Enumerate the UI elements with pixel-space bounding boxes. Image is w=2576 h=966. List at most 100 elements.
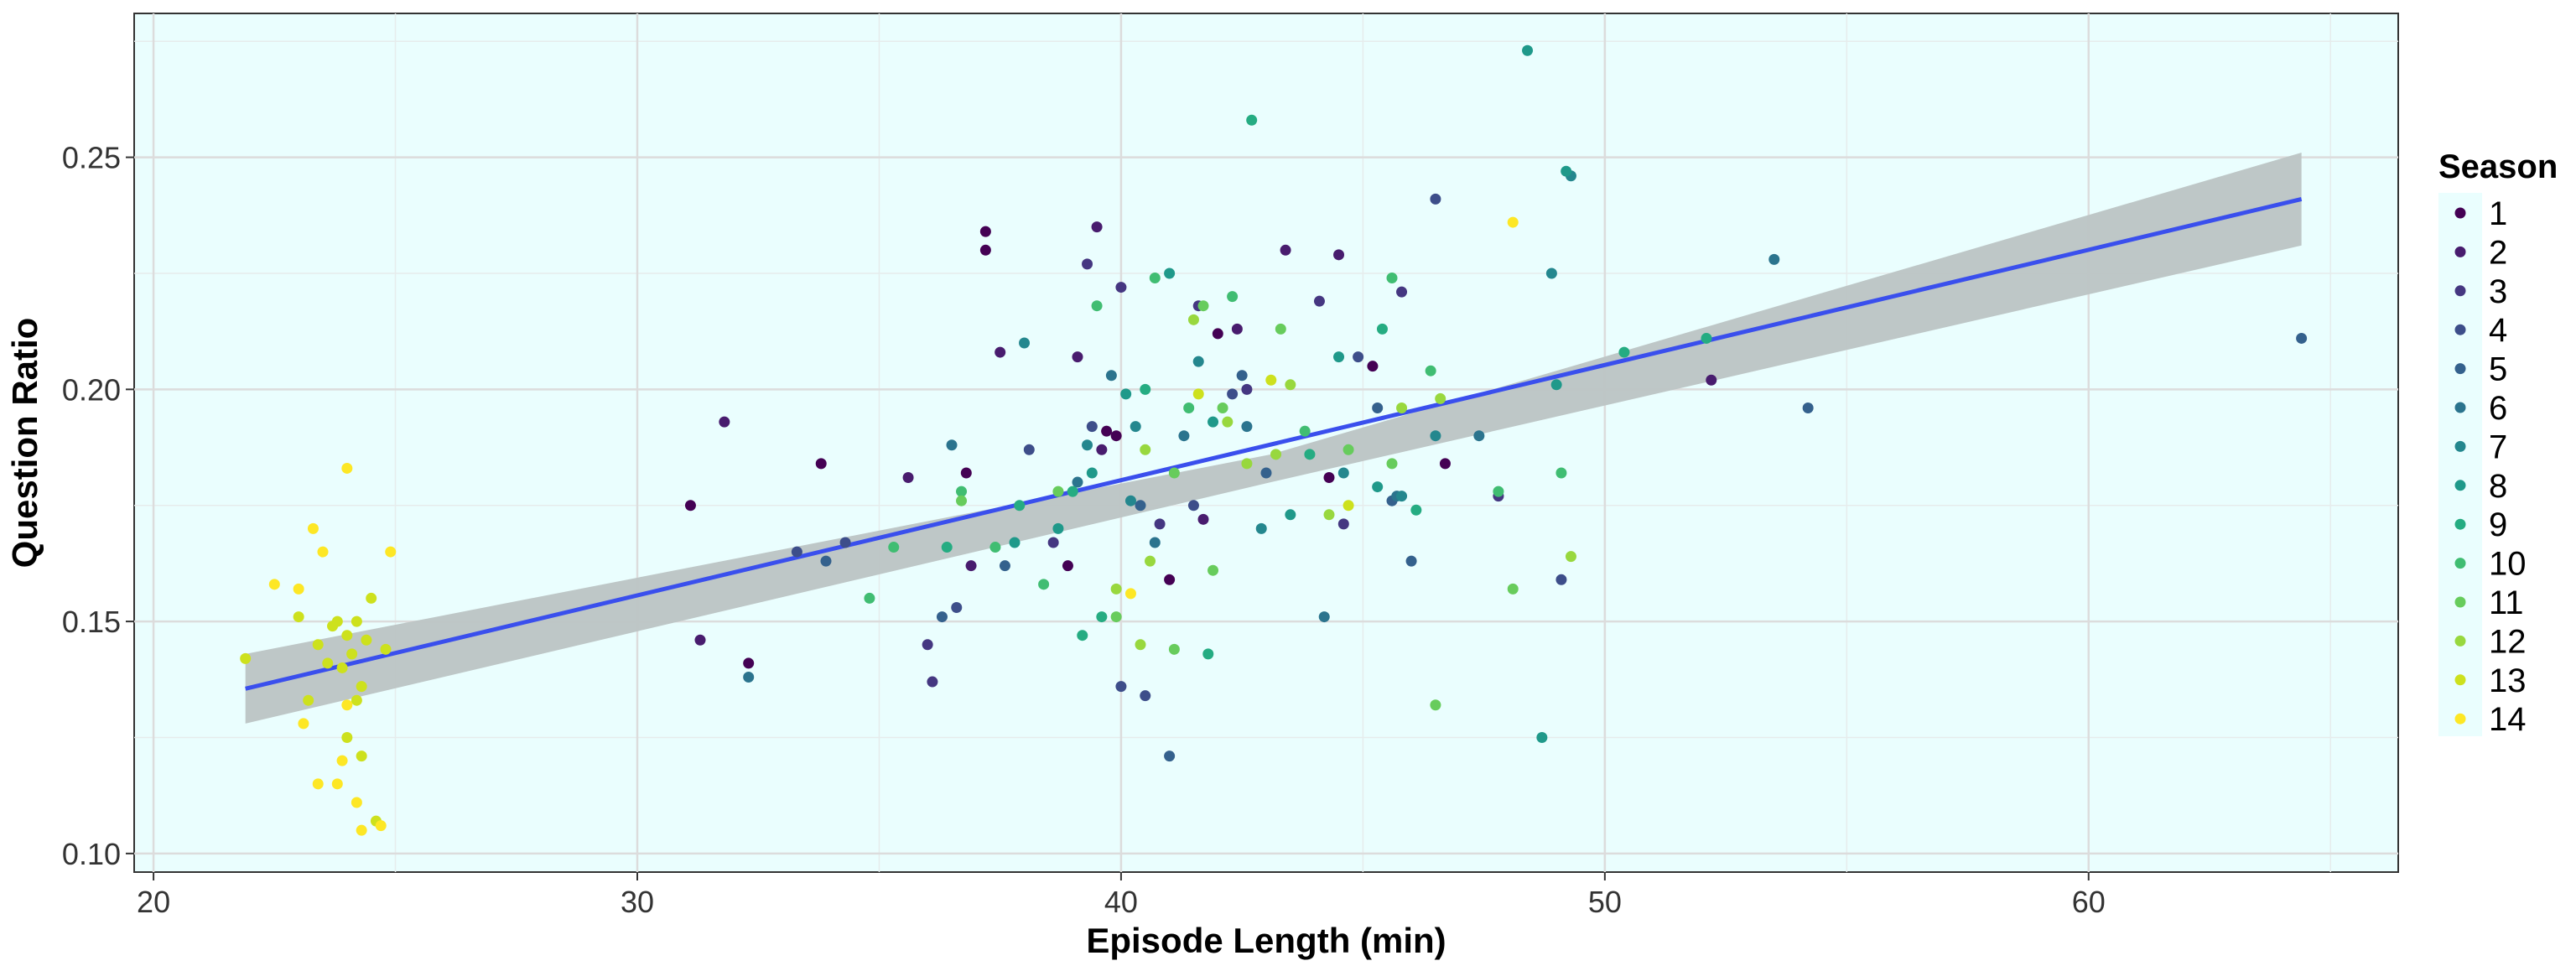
data-point-season-14 [307,522,319,534]
data-point-season-8 [1086,467,1098,479]
data-point-season-2 [1231,323,1243,335]
data-point-season-13 [341,630,353,641]
data-point-season-12 [1241,458,1253,470]
legend-label-season-5: 5 [2489,351,2507,388]
legend-swatch-season-5 [2454,363,2466,375]
legend-label-season-14: 14 [2489,701,2527,738]
data-point-season-14 [336,755,348,766]
y-axis-ticks: 0.10 0.15 0.20 0.25 [62,141,134,871]
data-point-season-9 [1246,114,1258,126]
data-point-season-1 [979,226,991,237]
data-point-season-6 [1473,430,1485,442]
data-point-season-6 [1105,370,1117,382]
data-point-season-10 [956,486,968,497]
data-point-season-12 [1435,392,1446,404]
data-point-season-9 [1304,449,1316,460]
data-point-season-13 [351,694,362,706]
data-point-season-7 [1192,356,1204,367]
data-point-season-12 [1140,444,1151,455]
data-point-season-5 [1405,555,1417,567]
data-point-season-6 [743,672,755,683]
data-point-season-7 [1430,430,1441,442]
data-point-season-3 [922,639,933,651]
data-point-season-13 [240,652,252,664]
data-point-season-10 [1149,273,1161,284]
data-point-season-14 [1124,588,1136,600]
data-point-season-1 [1062,560,1073,572]
data-point-season-11 [1197,300,1209,312]
data-point-season-1 [1439,458,1451,470]
data-point-season-2 [902,472,914,484]
data-point-season-12 [1285,379,1296,391]
legend-swatch-season-2 [2454,246,2466,257]
data-point-season-2 [1096,444,1108,455]
data-point-season-11 [1430,699,1441,711]
data-point-season-14 [356,824,367,836]
data-point-season-3 [1337,518,1349,530]
data-point-season-10 [888,542,900,553]
data-point-season-2 [1333,249,1345,261]
data-point-season-6 [1072,476,1083,488]
data-point-season-14 [1507,216,1519,228]
data-point-season-9 [1410,504,1422,516]
data-point-season-13 [1343,500,1354,512]
data-point-season-7 [1082,439,1093,451]
data-point-season-9 [1096,611,1108,623]
legend-swatch-season-9 [2454,518,2466,530]
data-point-season-13 [303,694,314,706]
legend-swatch-season-13 [2454,674,2466,686]
data-point-season-7 [1019,337,1031,349]
data-point-season-5 [1260,467,1272,479]
data-point-season-14 [385,546,397,558]
data-point-season-7 [1124,495,1136,506]
data-point-season-9 [1014,500,1026,512]
data-point-season-1 [743,657,755,669]
data-point-season-7 [1255,522,1267,534]
data-point-season-5 [1372,402,1384,413]
data-points [240,44,2308,836]
data-point-season-12 [1145,555,1156,567]
data-point-season-10 [1386,273,1398,284]
data-point-season-14 [293,583,304,595]
data-point-season-4 [951,601,963,613]
data-point-season-2 [965,560,977,572]
data-point-season-13 [351,615,362,627]
data-point-season-13 [312,639,324,651]
data-point-season-4 [1187,500,1199,512]
legend-swatch-season-11 [2454,596,2466,608]
data-point-season-8 [1550,379,1562,391]
data-point-season-11 [1110,611,1122,623]
x-axis-ticks: 20 30 40 50 60 [137,872,2106,919]
data-point-season-7 [1545,267,1557,279]
data-point-season-8 [1333,351,1345,363]
data-point-season-4 [1430,193,1441,205]
data-point-season-6 [946,439,958,451]
data-point-season-8 [1052,522,1064,534]
data-point-season-9 [1202,648,1214,660]
data-point-season-13 [361,634,372,646]
data-point-season-11 [1386,458,1398,470]
data-point-season-4 [1086,421,1098,433]
data-point-season-2 [1706,374,1717,386]
data-point-season-3 [927,676,938,688]
data-point-season-13 [293,611,304,623]
legend-swatch-season-1 [2454,207,2466,219]
data-point-season-1 [1367,361,1379,372]
data-point-season-2 [1197,513,1209,525]
data-point-season-12 [1135,639,1146,651]
data-point-season-9 [1618,346,1630,358]
data-point-season-1 [1164,574,1176,585]
x-tick-label: 20 [137,885,170,919]
data-point-season-8 [1285,509,1296,521]
data-point-season-3 [1047,537,1059,548]
data-point-season-8 [1522,44,1534,56]
y-tick-label: 0.10 [62,837,121,871]
legend-swatch-season-8 [2454,480,2466,491]
data-point-season-11 [1217,402,1228,413]
data-point-season-3 [1154,518,1166,530]
data-point-season-12 [1565,551,1576,563]
data-point-season-5 [936,611,948,623]
data-point-season-7 [1337,467,1349,479]
data-point-season-3 [1115,282,1127,293]
